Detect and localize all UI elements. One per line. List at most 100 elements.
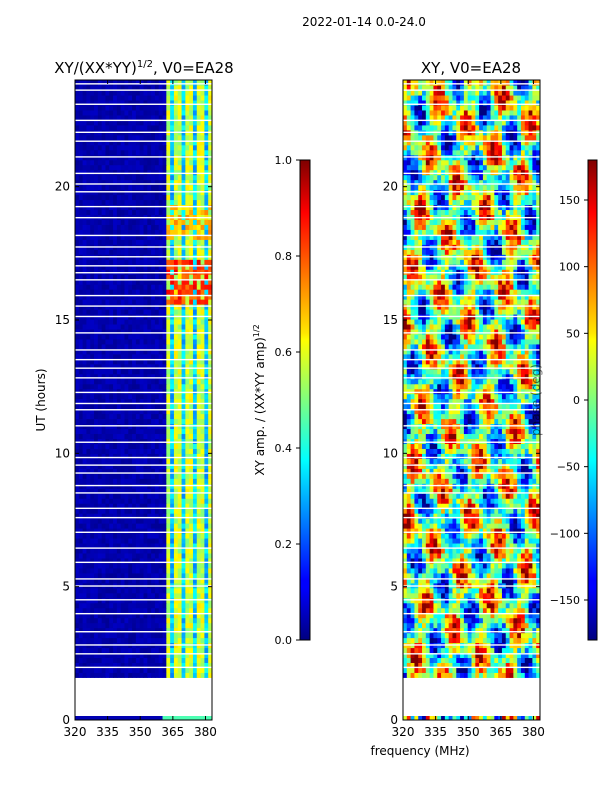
heatmap-cell xyxy=(124,318,129,325)
heatmap-cell xyxy=(406,667,412,673)
heatmap-cell xyxy=(154,448,160,454)
heatmap-cell xyxy=(101,498,107,504)
heatmap-cell xyxy=(86,637,91,644)
heatmap-cell xyxy=(101,234,107,240)
heatmap-cell xyxy=(154,393,160,400)
heatmap-cell xyxy=(185,438,190,444)
heatmap-cell xyxy=(120,602,126,609)
heatmap-cell xyxy=(86,488,91,494)
heatmap-cell xyxy=(97,289,103,295)
heatmap-cell xyxy=(97,567,103,574)
heatmap-cell xyxy=(135,144,141,151)
heatmap-cell xyxy=(109,328,114,335)
heatmap-cell xyxy=(170,259,175,265)
heatmap-cell xyxy=(456,607,461,614)
heatmap-cell xyxy=(124,164,129,171)
heatmap-cell xyxy=(105,393,110,400)
heatmap-cell xyxy=(105,513,110,519)
heatmap-cell xyxy=(154,567,160,574)
heatmap-cell xyxy=(109,647,114,654)
heatmap-cell xyxy=(101,308,107,315)
heatmap-cell xyxy=(86,149,91,156)
heatmap-cell xyxy=(78,552,84,559)
heatmap-cell xyxy=(78,403,84,410)
heatmap-cell xyxy=(120,567,126,574)
heatmap-cell xyxy=(162,662,167,668)
heatmap-cell xyxy=(143,308,148,315)
heatmap-cell xyxy=(147,587,152,594)
heatmap-cell xyxy=(173,343,179,350)
heatmap-cell xyxy=(113,438,118,444)
gap-line xyxy=(75,644,212,646)
heatmap-cell xyxy=(151,279,156,285)
heatmap-cell xyxy=(90,542,95,549)
heatmap-cell xyxy=(139,119,145,126)
heatmap-cell xyxy=(200,716,205,720)
heatmap-cell xyxy=(189,199,194,206)
heatmap-cell xyxy=(490,602,495,609)
heatmap-cell xyxy=(189,109,194,116)
heatmap-cell xyxy=(513,612,518,619)
heatmap-cell xyxy=(501,612,507,619)
heatmap-cell xyxy=(532,672,537,678)
heatmap-cell xyxy=(456,617,461,624)
heatmap-cell xyxy=(166,488,171,494)
heatmap-cell xyxy=(177,89,183,96)
figure-suptitle: 2022-01-14 0.0-24.0 xyxy=(302,15,426,29)
heatmap-cell xyxy=(90,343,95,350)
heatmap-cell xyxy=(170,577,175,584)
heatmap-cell xyxy=(185,299,190,305)
heatmap-cell xyxy=(143,413,148,420)
heatmap-cell xyxy=(151,144,156,151)
heatmap-cell xyxy=(128,577,133,584)
heatmap-cell xyxy=(101,323,107,330)
heatmap-cell xyxy=(166,264,171,270)
heatmap-cell xyxy=(120,199,126,206)
heatmap-cell xyxy=(475,657,480,663)
heatmap-cell xyxy=(124,144,129,151)
heatmap-cell xyxy=(147,338,152,345)
heatmap-cell xyxy=(135,109,141,116)
heatmap-cell xyxy=(170,219,175,225)
heatmap-cell xyxy=(192,478,198,484)
heatmap-cell xyxy=(170,652,175,659)
heatmap-cell xyxy=(486,637,492,644)
heatmap-cell xyxy=(86,413,91,420)
heatmap-cell xyxy=(82,403,88,410)
heatmap-cell xyxy=(124,224,129,230)
heatmap-cell xyxy=(200,523,205,529)
heatmap-cell xyxy=(147,269,152,275)
heatmap-cell xyxy=(109,294,114,300)
heatmap-cell xyxy=(505,607,511,614)
panel-amplitude-title: XY/(XX*YY)1/2, V0=EA28 xyxy=(54,59,233,77)
heatmap-cell xyxy=(200,229,205,235)
heatmap-cell xyxy=(135,667,141,673)
heatmap-cell xyxy=(410,657,416,663)
heatmap-cell xyxy=(101,224,107,230)
heatmap-cell xyxy=(113,80,118,86)
heatmap-cell xyxy=(208,433,212,439)
heatmap-cell xyxy=(78,458,84,464)
heatmap-cell xyxy=(147,503,152,509)
heatmap-cell xyxy=(120,532,126,539)
heatmap-cell xyxy=(200,259,205,265)
heatmap-cell xyxy=(109,219,114,225)
heatmap-cell xyxy=(505,657,511,663)
heatmap-cell xyxy=(181,463,186,469)
heatmap-cell xyxy=(158,289,164,295)
heatmap-cell xyxy=(482,657,488,663)
heatmap-cell xyxy=(173,318,179,325)
heatmap-cell xyxy=(475,637,480,644)
heatmap-cell xyxy=(151,294,156,300)
gap-line xyxy=(75,191,212,193)
heatmap-cell xyxy=(208,209,212,215)
heatmap-cell xyxy=(173,333,179,340)
heatmap-cell xyxy=(532,612,537,619)
heatmap-cell xyxy=(101,567,107,574)
heatmap-cell xyxy=(166,463,171,469)
heatmap-cell xyxy=(192,358,198,365)
heatmap-cell xyxy=(143,139,148,146)
heatmap-cell xyxy=(109,552,114,559)
heatmap-cell xyxy=(101,80,107,86)
heatmap-cell xyxy=(116,523,122,529)
